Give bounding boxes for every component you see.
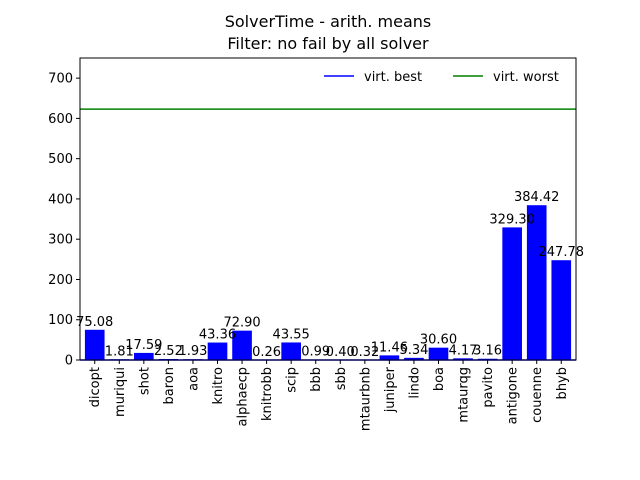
bar (207, 342, 228, 360)
y-tick-label: 700 (48, 72, 73, 87)
legend-label-worst: virt. worst (493, 70, 559, 85)
data-label: 0.26 (252, 345, 281, 360)
y-tick-label: 100 (48, 313, 73, 328)
x-tick-label: mtaurqg (457, 367, 472, 423)
data-label: 43.55 (273, 327, 310, 342)
bar (477, 358, 498, 360)
x-tick-label: mtaurbnb (358, 367, 373, 431)
x-tick-label: sbb (334, 367, 349, 390)
data-label: 3.16 (473, 344, 502, 359)
data-label: 0.99 (301, 345, 330, 360)
x-tick-label: muriqui (113, 367, 128, 417)
data-label: 247.78 (539, 245, 585, 260)
bar (428, 347, 449, 360)
bar (551, 260, 572, 360)
x-tick-label: boa (432, 367, 447, 391)
data-label: 329.30 (489, 212, 535, 227)
data-label: 11.46 (371, 340, 408, 355)
data-label: 5.34 (399, 343, 428, 358)
data-label: 30.60 (420, 333, 457, 348)
y-tick-label: 500 (48, 152, 73, 167)
x-tick-label: pavito (481, 367, 496, 408)
x-tick-label: bbb (309, 367, 324, 392)
data-label: 43.36 (199, 328, 236, 343)
bar (526, 205, 547, 360)
data-label: 72.90 (223, 316, 260, 331)
bar (404, 357, 424, 360)
data-label: 17.59 (125, 338, 162, 353)
x-tick-label: aoa (186, 367, 201, 391)
x-tick-label: juniper (383, 366, 398, 413)
x-tick-label: bhyb (555, 367, 570, 399)
bar (134, 352, 154, 360)
bar (453, 358, 473, 360)
y-tick-label: 200 (48, 273, 73, 288)
x-tick-label: alphaecp (236, 367, 251, 426)
data-label: 384.42 (514, 190, 560, 205)
y-tick-label: 0 (65, 354, 73, 369)
data-label: 1.81 (105, 344, 134, 359)
bar (281, 342, 301, 360)
x-tick-label: knitro (211, 367, 226, 405)
y-tick-label: 300 (48, 233, 73, 248)
x-tick-label: baron (162, 367, 177, 404)
x-tick-label: dicopt (88, 367, 103, 407)
data-label: 4.17 (449, 343, 478, 358)
y-tick-label: 400 (48, 192, 73, 207)
bar (379, 355, 400, 360)
bar (502, 227, 522, 360)
data-label: 2.52 (154, 344, 183, 359)
bar (158, 358, 179, 360)
x-tick-label: scip (285, 367, 300, 393)
data-label: 0.32 (350, 345, 379, 360)
chart-title: SolverTime - arith. means (225, 12, 432, 31)
x-tick-label: shot (137, 367, 152, 395)
legend-label-best: virt. best (364, 70, 422, 85)
bar (84, 329, 105, 360)
plot-frame (79, 57, 577, 361)
data-label: 1.93 (178, 344, 207, 359)
data-label: 0.40 (326, 345, 355, 360)
bar (232, 330, 252, 360)
x-tick-label: knitrobb (260, 367, 275, 421)
x-tick-label: couenne (530, 367, 545, 423)
data-label: 75.08 (76, 315, 113, 330)
x-tick-label: lindo (407, 367, 422, 399)
x-tick-label: antigone (506, 367, 521, 424)
y-tick-label: 600 (48, 112, 73, 127)
chart-subtitle: Filter: no fail by all solver (227, 34, 429, 53)
